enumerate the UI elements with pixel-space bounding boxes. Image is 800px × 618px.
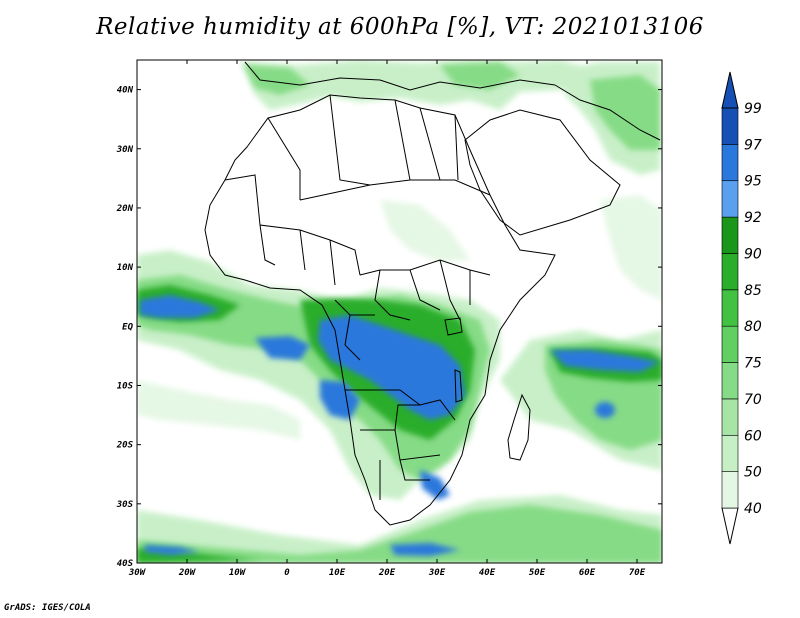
lat-tick-label: 40N — [117, 86, 134, 96]
colorbar-segment — [721, 107, 739, 145]
country-borders-north — [267, 94, 491, 201]
latitude-axis: 40N 30N 20N 10N EQ 10S 20S 30S 40S — [116, 86, 662, 569]
lon-tick-label: 20W — [178, 568, 197, 578]
moist-region-horn — [600, 195, 662, 300]
colorbar: 40 50 60 70 75 80 85 90 92 95 97 99 — [721, 71, 762, 545]
country-borders-south — [345, 389, 456, 500]
lon-tick-label: 60E — [579, 568, 596, 578]
saturated-congo — [318, 315, 465, 420]
lake-victoria — [444, 317, 463, 336]
lat-tick-label: 20S — [116, 441, 134, 451]
colorbar-upper-extension — [721, 71, 739, 109]
colorbar-segment — [721, 434, 739, 472]
colorbar-level-label: 50 — [744, 465, 762, 481]
lat-tick-label: EQ — [122, 322, 133, 332]
credit-label: GrADS: IGES/COLA — [4, 603, 91, 613]
middle-east-coast — [554, 84, 661, 141]
colorbar-segment — [721, 325, 739, 363]
lon-tick-label: 70E — [629, 568, 646, 578]
saturated-cyclone-core — [595, 402, 615, 418]
colorbar-segment — [721, 471, 739, 509]
colorbar-lower-extension — [721, 507, 739, 545]
colorbar-level-label: 99 — [744, 101, 762, 117]
humid-region-med-spots — [245, 65, 310, 95]
colorbar-segment — [721, 180, 739, 218]
lon-tick-label: 50E — [529, 568, 546, 578]
europe-coastline — [244, 61, 556, 91]
colorbar-level-label: 85 — [744, 283, 762, 299]
lon-tick-label: 40E — [479, 568, 496, 578]
colorbar-level-label: 97 — [744, 137, 762, 153]
colorbar-level-label: 40 — [744, 501, 762, 517]
colorbar-segment — [721, 144, 739, 182]
colorbar-segment — [721, 362, 739, 400]
saturated-south-strip — [390, 543, 460, 556]
lat-tick-label: 20N — [116, 204, 134, 214]
saturated-natal — [420, 470, 450, 500]
humidity-shading — [137, 60, 662, 563]
lat-tick-label: 30S — [116, 500, 134, 510]
colorbar-level-label: 60 — [744, 428, 762, 444]
lat-tick-label: 10N — [117, 263, 134, 273]
map-borders — [204, 61, 661, 526]
colorbar-segment — [721, 216, 739, 254]
colorbar-segment — [721, 253, 739, 291]
country-borders-central — [334, 259, 491, 361]
longitude-axis: 30W 20W 10W 0 10E 20E 30E 40E 50E 60E 70E — [128, 60, 646, 578]
saturated-sw-strip — [145, 545, 200, 555]
humid-region-turkey — [440, 62, 520, 90]
colorbar-segment — [721, 398, 739, 436]
lat-tick-label: 40S — [117, 559, 134, 569]
madagascar-coastline — [507, 393, 531, 461]
africa-coastline — [204, 94, 556, 526]
lat-tick-label: 30N — [116, 145, 134, 155]
colorbar-level-label: 75 — [744, 356, 762, 372]
lake-malawi — [454, 369, 463, 403]
moist-region-sahel-streak — [380, 200, 470, 262]
colorbar-level-label: 95 — [744, 174, 762, 190]
saturated-atlantic — [140, 295, 220, 318]
colorbar-segment — [721, 289, 739, 327]
lon-tick-label: 10W — [229, 568, 247, 578]
country-borders-west — [224, 174, 361, 286]
lat-tick-label: 10S — [117, 381, 134, 391]
lon-tick-label: 10E — [329, 568, 346, 578]
saturated-indian — [550, 350, 660, 372]
colorbar-level-label: 90 — [744, 246, 762, 262]
saturated-gabon — [255, 336, 310, 360]
lon-tick-label: 0 — [284, 568, 290, 578]
humid-region-southern-band — [137, 505, 662, 563]
lon-tick-label: 30W — [128, 568, 147, 578]
lon-tick-label: 20E — [378, 568, 396, 578]
map-frame — [136, 59, 663, 564]
lon-tick-label: 30E — [428, 568, 446, 578]
moist-region-west-trail — [137, 380, 300, 440]
arabia-coastline — [464, 109, 621, 236]
colorbar-level-label: 80 — [744, 319, 762, 335]
page-title: Relative humidity at 600hPa [%], VT: 202… — [96, 14, 704, 40]
colorbar-level-label: 70 — [744, 392, 762, 408]
colorbar-level-label: 92 — [744, 210, 762, 226]
